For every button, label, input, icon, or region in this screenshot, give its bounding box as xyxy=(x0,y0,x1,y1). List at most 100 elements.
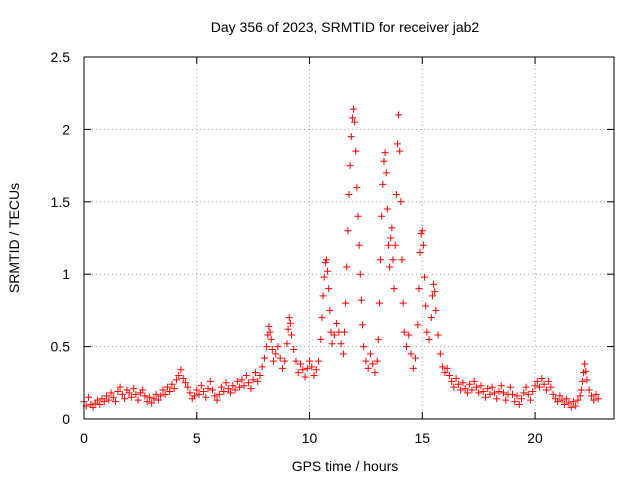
data-point xyxy=(545,377,553,385)
data-point xyxy=(236,383,244,391)
data-point xyxy=(145,393,153,401)
data-point xyxy=(493,395,501,403)
data-point xyxy=(177,366,185,374)
data-point xyxy=(542,386,550,394)
data-point xyxy=(157,392,165,400)
data-point xyxy=(152,390,160,398)
data-point xyxy=(150,395,158,403)
data-point xyxy=(266,328,274,336)
data-point xyxy=(319,292,327,300)
data-point xyxy=(96,401,104,409)
data-point xyxy=(396,147,404,155)
data-point xyxy=(418,227,426,235)
y-tick-label: 0.5 xyxy=(51,339,71,355)
data-point xyxy=(594,395,602,403)
data-point xyxy=(354,212,362,220)
data-point xyxy=(407,350,415,358)
data-point xyxy=(472,383,480,391)
data-point xyxy=(486,390,494,398)
data-point xyxy=(233,377,241,385)
data-point xyxy=(421,273,429,281)
data-point xyxy=(417,230,425,238)
data-point xyxy=(506,383,514,391)
x-tick-label: 5 xyxy=(193,430,201,446)
data-point xyxy=(352,147,360,155)
data-point xyxy=(377,256,385,264)
data-point xyxy=(484,385,492,393)
data-point xyxy=(181,379,189,387)
data-point xyxy=(382,169,390,177)
data-point xyxy=(527,396,535,404)
data-point xyxy=(308,363,316,371)
data-point xyxy=(168,380,176,388)
data-point xyxy=(292,357,300,365)
data-point xyxy=(342,299,350,307)
data-point xyxy=(297,360,305,368)
data-point xyxy=(362,357,370,365)
data-point xyxy=(346,162,354,170)
y-tick-labels: 0 0.5 1 1.5 2 2.5 xyxy=(51,49,71,427)
data-point xyxy=(269,357,277,365)
data-point xyxy=(326,306,334,314)
data-point xyxy=(366,350,374,358)
data-point xyxy=(318,314,326,322)
data-point xyxy=(560,401,568,409)
data-point xyxy=(159,386,167,394)
data-point xyxy=(148,399,156,407)
data-point xyxy=(229,382,237,390)
data-point xyxy=(459,379,467,387)
data-point xyxy=(381,149,389,157)
data-point xyxy=(286,319,294,327)
data-point xyxy=(139,386,147,394)
data-point xyxy=(107,389,115,397)
data-point xyxy=(409,364,417,372)
data-point xyxy=(383,205,391,213)
data-point xyxy=(549,390,557,398)
data-point xyxy=(154,396,162,404)
data-point xyxy=(265,322,273,330)
data-point xyxy=(254,377,262,385)
data-point xyxy=(364,364,372,372)
data-point xyxy=(195,390,203,398)
data-point xyxy=(281,357,289,365)
data-point xyxy=(522,383,530,391)
data-point xyxy=(569,398,577,406)
data-point xyxy=(412,354,420,362)
data-point xyxy=(112,398,120,406)
data-point xyxy=(441,369,449,377)
data-point xyxy=(452,374,460,382)
data-point xyxy=(398,256,406,264)
data-point xyxy=(443,364,451,372)
data-point xyxy=(475,389,483,397)
data-point xyxy=(574,396,582,404)
data-point xyxy=(416,248,424,256)
data-point xyxy=(306,357,314,365)
data-point xyxy=(399,299,407,307)
y-tick-label: 2.5 xyxy=(51,49,71,65)
data-point xyxy=(436,350,444,358)
data-point xyxy=(427,314,435,322)
data-point xyxy=(343,263,351,271)
data-point xyxy=(479,387,487,395)
data-point xyxy=(249,376,257,384)
data-point xyxy=(581,360,589,368)
y-tick-label: 1 xyxy=(62,266,70,282)
data-point xyxy=(348,114,356,122)
data-point xyxy=(533,377,541,385)
data-point xyxy=(179,374,187,382)
axis-ticks xyxy=(83,56,614,420)
data-point xyxy=(431,288,439,296)
data-point xyxy=(327,328,335,336)
data-point xyxy=(186,389,194,397)
data-point xyxy=(461,385,469,393)
data-point xyxy=(590,396,598,404)
data-point xyxy=(397,198,405,206)
y-tick-label: 0 xyxy=(62,411,70,427)
data-point xyxy=(518,395,526,403)
data-point xyxy=(547,383,555,391)
data-point xyxy=(540,380,548,388)
data-point xyxy=(481,393,489,401)
data-point xyxy=(378,212,386,220)
data-point xyxy=(94,396,102,404)
